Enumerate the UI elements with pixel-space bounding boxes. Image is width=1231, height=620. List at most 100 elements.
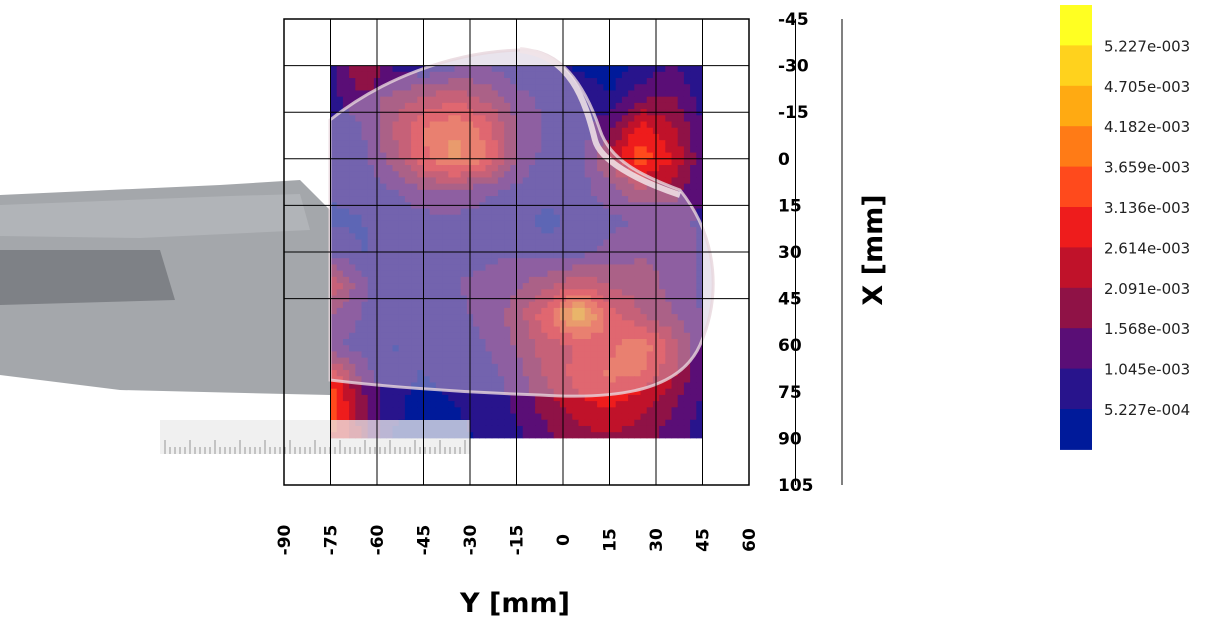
heatmap-cell — [640, 289, 648, 297]
heatmap-cell — [528, 227, 536, 234]
heatmap-cell — [336, 165, 344, 172]
heatmap-cell — [646, 345, 654, 353]
heatmap-cell — [566, 171, 573, 179]
heatmap-cell — [621, 419, 629, 427]
heatmap-cell — [491, 401, 499, 408]
heatmap-cell — [516, 227, 524, 234]
heatmap-cell — [349, 252, 356, 259]
heatmap-cell — [349, 363, 356, 371]
heatmap-cell — [609, 96, 617, 104]
heatmap-cell — [330, 401, 338, 408]
heatmap-cell — [386, 71, 394, 79]
heatmap-cell — [497, 432, 505, 439]
heatmap-cell — [541, 171, 549, 179]
heatmap-cell — [423, 227, 431, 234]
heatmap-cell — [497, 394, 505, 402]
heatmap-cell — [404, 363, 412, 371]
heatmap-cell — [355, 264, 363, 272]
heatmap-cell — [460, 214, 468, 222]
heatmap-cell — [659, 189, 666, 197]
heatmap-cell — [690, 121, 697, 129]
heatmap-cell — [429, 332, 437, 340]
heatmap-cell — [615, 264, 623, 272]
heatmap-cell — [479, 332, 487, 340]
heatmap-cell — [603, 183, 611, 191]
heatmap-cell — [628, 146, 635, 154]
heatmap-cell — [398, 276, 406, 284]
heatmap-cell — [336, 394, 344, 402]
colorbar-label: 2.614e-003 — [1104, 239, 1190, 257]
heatmap-cell — [336, 314, 344, 321]
heatmap-cell — [491, 345, 499, 353]
heatmap-cell — [361, 84, 369, 92]
heatmap-cell — [510, 314, 518, 321]
heatmap-cell — [628, 432, 635, 439]
heatmap-cell — [355, 183, 363, 191]
heatmap-cell — [479, 307, 487, 315]
heatmap-cell — [361, 394, 369, 402]
heatmap-cell — [380, 376, 387, 384]
heatmap-cell — [516, 363, 524, 371]
heatmap-cell — [541, 283, 549, 290]
heatmap-cell — [448, 90, 456, 98]
heatmap-cell — [392, 332, 400, 340]
heatmap-cell — [454, 320, 462, 328]
heatmap-cell — [566, 314, 573, 321]
heatmap-cell — [566, 189, 573, 197]
heatmap-cell — [435, 326, 443, 334]
heatmap-cell — [553, 90, 561, 98]
heatmap-cell — [497, 289, 505, 297]
heatmap-cell — [510, 338, 518, 346]
heatmap-cell — [349, 320, 356, 328]
heatmap-cell — [522, 102, 530, 110]
heatmap-cell — [528, 320, 536, 328]
heatmap-cell — [516, 252, 524, 259]
heatmap-cell — [646, 90, 654, 98]
heatmap-cell — [696, 133, 703, 141]
heatmap-cell — [646, 407, 654, 415]
heatmap-cell — [510, 127, 518, 135]
heatmap-cell — [423, 102, 431, 110]
heatmap-cell — [448, 233, 456, 241]
heatmap-cell — [491, 307, 499, 315]
heatmap-cell — [659, 276, 666, 284]
heatmap-cell — [677, 388, 685, 396]
heatmap-cell — [361, 102, 369, 110]
heatmap-cell — [423, 233, 431, 241]
heatmap-cell — [603, 376, 611, 384]
heatmap-cell — [566, 90, 573, 98]
heatmap-cell — [578, 196, 586, 203]
heatmap-cell — [597, 233, 604, 241]
heatmap-cell — [547, 345, 555, 353]
heatmap-cell — [485, 133, 493, 141]
heatmap-cell — [696, 301, 703, 309]
heatmap-cell — [646, 196, 654, 203]
heatmap-cell — [454, 314, 462, 321]
heatmap-cell — [491, 220, 499, 228]
heatmap-cell — [361, 276, 369, 284]
heatmap-cell — [510, 96, 518, 104]
heatmap-cell — [510, 376, 518, 384]
heatmap-cell — [597, 270, 604, 278]
heatmap-cell — [522, 363, 530, 371]
heatmap-cell — [386, 239, 394, 247]
heatmap-cell — [404, 171, 412, 179]
heatmap-cell — [330, 189, 338, 197]
heatmap-cell — [380, 140, 387, 147]
heatmap-cell — [677, 376, 685, 384]
heatmap-cell — [429, 121, 437, 129]
heatmap-cell — [683, 127, 691, 135]
heatmap-cell — [423, 214, 431, 222]
heatmap-cell — [590, 270, 598, 278]
heatmap-cell — [615, 115, 623, 123]
heatmap-cell — [460, 370, 468, 377]
heatmap-cell — [435, 127, 443, 135]
heatmap-cell — [566, 165, 573, 172]
heatmap-cell — [510, 401, 518, 408]
heatmap-cell — [330, 196, 338, 203]
heatmap-cell — [566, 102, 573, 110]
heatmap-cell — [398, 115, 406, 123]
heatmap-cell — [442, 382, 449, 390]
heatmap-cell — [578, 326, 586, 334]
heatmap-cell — [634, 370, 642, 377]
